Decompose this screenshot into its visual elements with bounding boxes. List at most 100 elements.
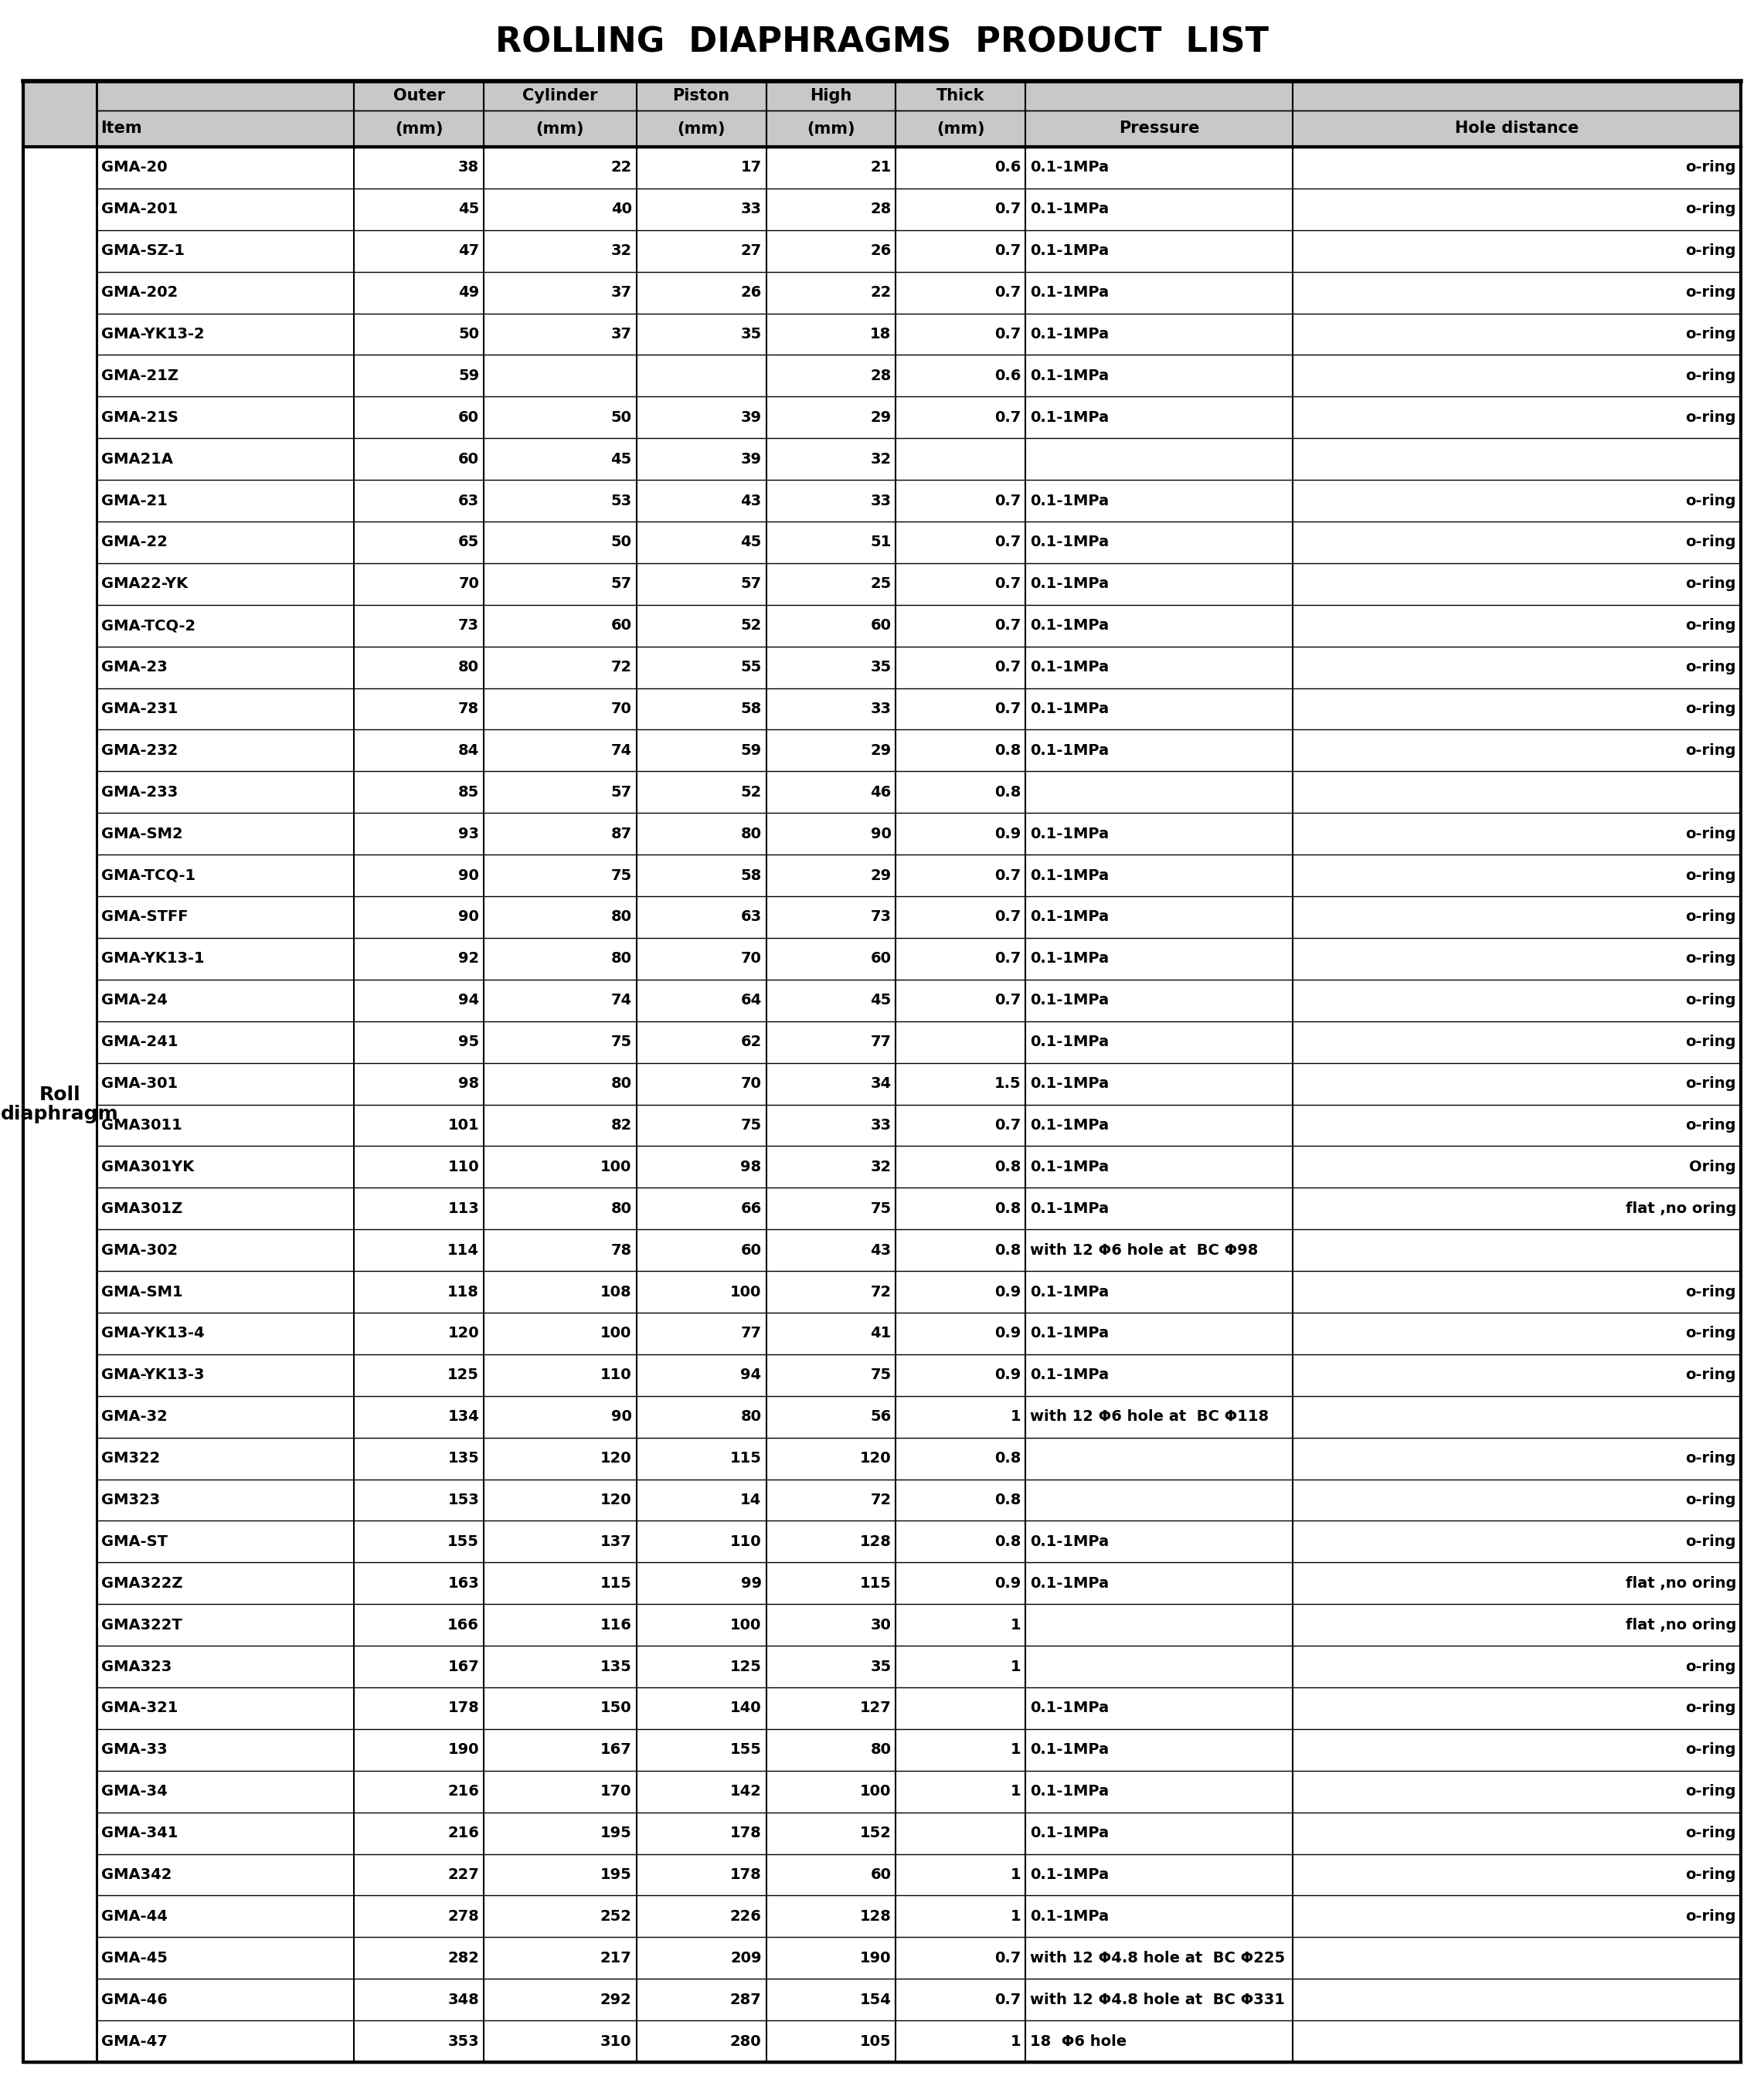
Text: 28: 28 (870, 367, 891, 384)
Text: 1: 1 (1011, 1659, 1021, 1673)
Text: 90: 90 (459, 909, 480, 924)
Text: 40: 40 (610, 201, 632, 216)
Text: 0.1-1MPa: 0.1-1MPa (1030, 536, 1110, 550)
Text: o-ring: o-ring (1686, 992, 1736, 1007)
Bar (97, 81, 1741, 147)
Text: o-ring: o-ring (1686, 160, 1736, 174)
Text: 82: 82 (610, 1117, 632, 1133)
Text: GMA301YK: GMA301YK (101, 1160, 194, 1175)
Text: 77: 77 (870, 1034, 891, 1048)
Text: 110: 110 (730, 1534, 762, 1549)
Text: o-ring: o-ring (1686, 1534, 1736, 1549)
Text: 0.7: 0.7 (995, 992, 1021, 1007)
Text: 0.1-1MPa: 0.1-1MPa (1030, 1783, 1110, 1798)
Text: flat ,no oring: flat ,no oring (1625, 1202, 1736, 1217)
Text: 0.7: 0.7 (995, 660, 1021, 675)
Text: GMA3011: GMA3011 (101, 1117, 182, 1133)
Text: o-ring: o-ring (1686, 909, 1736, 924)
Text: 33: 33 (870, 702, 891, 716)
Text: 0.7: 0.7 (995, 536, 1021, 550)
Text: 140: 140 (730, 1700, 762, 1715)
Text: GMA-232: GMA-232 (101, 743, 178, 758)
Text: 0.8: 0.8 (995, 1451, 1021, 1466)
Text: 72: 72 (870, 1493, 891, 1507)
Text: 125: 125 (448, 1368, 480, 1383)
Text: 0.8: 0.8 (995, 743, 1021, 758)
Text: 0.1-1MPa: 0.1-1MPa (1030, 160, 1110, 174)
Text: 155: 155 (448, 1534, 480, 1549)
Text: 142: 142 (730, 1783, 762, 1798)
Text: 0.1-1MPa: 0.1-1MPa (1030, 1327, 1110, 1341)
Text: 113: 113 (448, 1202, 480, 1217)
Text: 80: 80 (610, 909, 632, 924)
Text: GMA-21: GMA-21 (101, 494, 168, 509)
Text: 77: 77 (741, 1327, 762, 1341)
Text: 39: 39 (741, 453, 762, 467)
Text: o-ring: o-ring (1686, 619, 1736, 633)
Text: 0.1-1MPa: 0.1-1MPa (1030, 1202, 1110, 1217)
Text: Piston: Piston (672, 87, 730, 104)
Text: 65: 65 (459, 536, 480, 550)
Text: 51: 51 (870, 536, 891, 550)
Text: Cylinder: Cylinder (522, 87, 598, 104)
Text: 128: 128 (859, 1910, 891, 1924)
Text: 120: 120 (859, 1451, 891, 1466)
Text: 73: 73 (870, 909, 891, 924)
Text: 45: 45 (610, 453, 632, 467)
Text: 60: 60 (459, 453, 480, 467)
Bar (23, 81, 97, 147)
Text: 0.7: 0.7 (995, 909, 1021, 924)
Text: 190: 190 (448, 1742, 480, 1756)
Text: o-ring: o-ring (1686, 1117, 1736, 1133)
Text: 348: 348 (448, 1993, 480, 2007)
Text: o-ring: o-ring (1686, 494, 1736, 509)
Text: GMA-YK13-3: GMA-YK13-3 (101, 1368, 205, 1383)
Text: 0.6: 0.6 (995, 367, 1021, 384)
Text: 55: 55 (741, 660, 762, 675)
Text: GMA-33: GMA-33 (101, 1742, 168, 1756)
Text: 195: 195 (600, 1868, 632, 1883)
Text: 32: 32 (870, 453, 891, 467)
Text: (mm): (mm) (677, 120, 725, 137)
Text: 0.8: 0.8 (995, 785, 1021, 799)
Text: 80: 80 (459, 660, 480, 675)
Text: 0.9: 0.9 (995, 826, 1021, 841)
Text: 153: 153 (448, 1493, 480, 1507)
Text: 0.1-1MPa: 0.1-1MPa (1030, 992, 1110, 1007)
Text: 0.9: 0.9 (995, 1327, 1021, 1341)
Text: 38: 38 (459, 160, 480, 174)
Text: 108: 108 (600, 1285, 632, 1300)
Text: 178: 178 (448, 1700, 480, 1715)
Text: GMA-341: GMA-341 (101, 1825, 178, 1841)
Text: o-ring: o-ring (1686, 201, 1736, 216)
Text: 74: 74 (610, 992, 632, 1007)
Text: 41: 41 (870, 1327, 891, 1341)
Text: with 12 Φ6 hole at  BC Φ118: with 12 Φ6 hole at BC Φ118 (1030, 1410, 1268, 1424)
Text: 94: 94 (459, 992, 480, 1007)
Text: 80: 80 (610, 1202, 632, 1217)
Text: 135: 135 (448, 1451, 480, 1466)
Text: 100: 100 (861, 1783, 891, 1798)
Text: 282: 282 (448, 1951, 480, 1966)
Text: o-ring: o-ring (1686, 743, 1736, 758)
Text: 14: 14 (741, 1493, 762, 1507)
Text: GMA-46: GMA-46 (101, 1993, 168, 2007)
Text: GMA22-YK: GMA22-YK (101, 577, 187, 592)
Text: 60: 60 (870, 951, 891, 965)
Text: 90: 90 (459, 868, 480, 882)
Text: 70: 70 (459, 577, 480, 592)
Text: GMA-21S: GMA-21S (101, 411, 178, 426)
Text: 0.1-1MPa: 0.1-1MPa (1030, 1285, 1110, 1300)
Text: 100: 100 (600, 1160, 632, 1175)
Text: 226: 226 (730, 1910, 762, 1924)
Text: with 12 Φ4.8 hole at  BC Φ331: with 12 Φ4.8 hole at BC Φ331 (1030, 1993, 1284, 2007)
Text: GMA-21Z: GMA-21Z (101, 367, 178, 384)
Text: GMA-24: GMA-24 (101, 992, 168, 1007)
Text: 93: 93 (459, 826, 480, 841)
Text: 60: 60 (610, 619, 632, 633)
Text: 0.8: 0.8 (995, 1534, 1021, 1549)
Text: GMA-201: GMA-201 (101, 201, 178, 216)
Text: 84: 84 (459, 743, 480, 758)
Text: 58: 58 (741, 868, 762, 882)
Text: 209: 209 (730, 1951, 762, 1966)
